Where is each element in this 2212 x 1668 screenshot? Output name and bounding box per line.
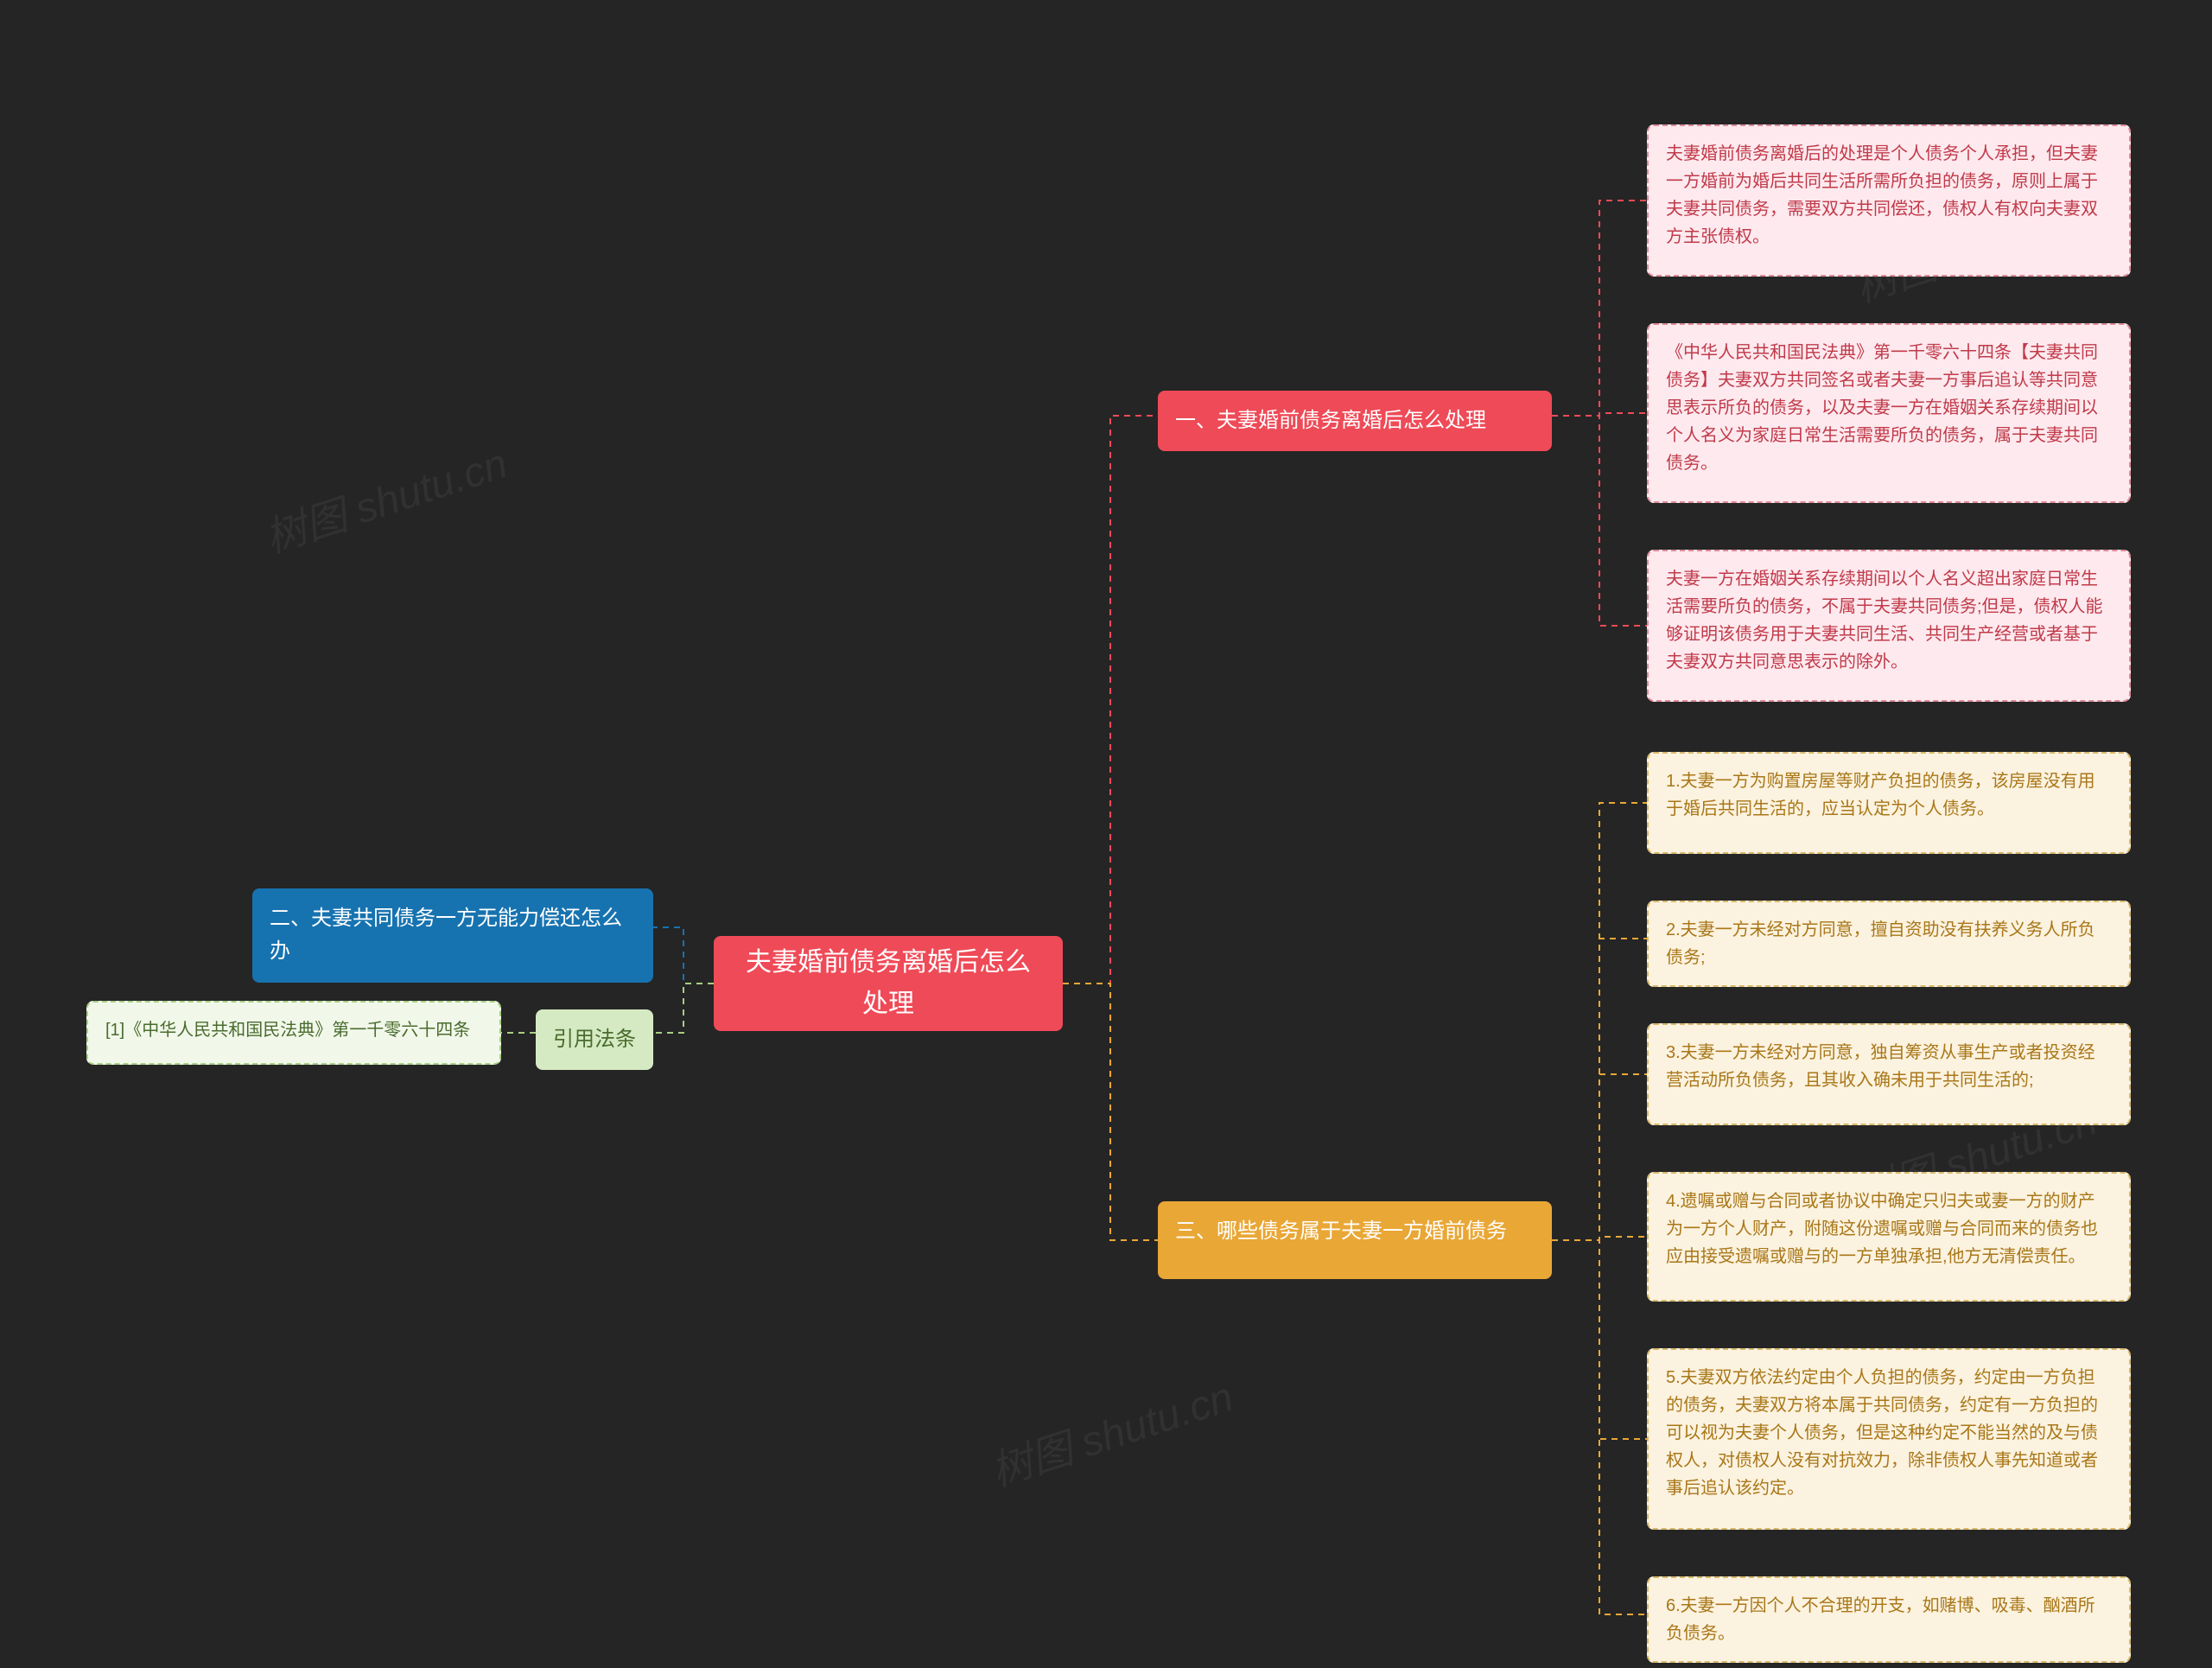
leaf-node-b1-1[interactable]: 《中华人民共和国民法典》第一千零六十四条【夫妻共同债务】夫妻双方共同签名或者夫妻…: [1647, 323, 2131, 503]
branch-node-b1[interactable]: 一、夫妻婚前债务离婚后怎么处理: [1158, 391, 1552, 451]
leaf-node-b3-4[interactable]: 5.夫妻双方依法约定由个人负担的债务，约定由一方负担的债务，夫妻双方将本属于共同…: [1647, 1348, 2131, 1530]
leaf-node-b1-0[interactable]: 夫妻婚前债务离婚后的处理是个人债务个人承担，但夫妻一方婚前为婚后共同生活所需所负…: [1647, 124, 2131, 277]
leaf-node-b3-0[interactable]: 1.夫妻一方为购置房屋等财产负担的债务，该房屋没有用于婚后共同生活的，应当认定为…: [1647, 752, 2131, 854]
branch-node-bref[interactable]: 引用法条: [536, 1009, 653, 1070]
branch-node-b2[interactable]: 二、夫妻共同债务一方无能力偿还怎么办: [252, 888, 653, 983]
leaf-node-b3-3[interactable]: 4.遗嘱或赠与合同或者协议中确定只归夫或妻一方的财产为一方个人财产，附随这份遗嘱…: [1647, 1172, 2131, 1302]
leaf-node-bref-0[interactable]: [1]《中华人民共和国民法典》第一千零六十四条: [86, 1001, 501, 1065]
leaf-node-b1-2[interactable]: 夫妻一方在婚姻关系存续期间以个人名义超出家庭日常生活需要所负的债务，不属于夫妻共…: [1647, 550, 2131, 702]
leaf-node-b3-1[interactable]: 2.夫妻一方未经对方同意，擅自资助没有扶养义务人所负债务;: [1647, 901, 2131, 987]
leaf-node-b3-5[interactable]: 6.夫妻一方因个人不合理的开支，如赌博、吸毒、酗酒所负债务。: [1647, 1576, 2131, 1663]
leaf-node-b3-2[interactable]: 3.夫妻一方未经对方同意，独自筹资从事生产或者投资经营活动所负债务，且其收入确未…: [1647, 1023, 2131, 1125]
root-node[interactable]: 夫妻婚前债务离婚后怎么 处理: [714, 936, 1063, 1031]
watermark: 树图 shutu.cn: [982, 1363, 1239, 1498]
mindmap-canvas: 树图 shutu.cn 树图 shutu.cn 树图 shutu.cn 树图 s…: [0, 0, 2212, 1668]
branch-node-b3[interactable]: 三、哪些债务属于夫妻一方婚前债务: [1158, 1201, 1552, 1279]
watermark: 树图 shutu.cn: [256, 430, 513, 564]
